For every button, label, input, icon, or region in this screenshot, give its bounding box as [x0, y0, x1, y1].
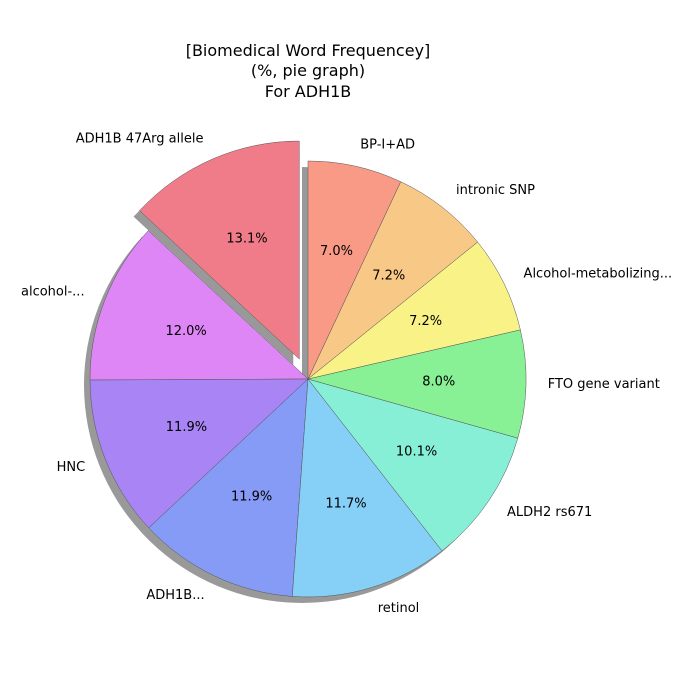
category-label-adh1b-47arg-allele: ADH1B 47Arg allele — [76, 132, 204, 147]
pct-label-intronic-snp: 7.2% — [372, 269, 405, 284]
pie-slice-adh1b-47arg-allele — [139, 140, 300, 360]
category-label-intronic-snp: intronic SNP — [456, 183, 535, 198]
pct-label-aldh2-rs671: 10.1% — [396, 444, 437, 459]
pie-slice-adh1b — [148, 378, 309, 597]
category-label-alcohol-metabolizing: Alcohol-metabolizing... — [524, 266, 673, 281]
pct-label-adh1b-47arg-allele: 13.1% — [226, 232, 267, 247]
category-label-hnc: HNC — [57, 460, 86, 475]
category-label-alcohol: alcohol-... — [21, 284, 85, 299]
chart-title: [Biomedical Word Frequencey] — [186, 41, 431, 60]
category-label-adh1b: ADH1B... — [146, 588, 204, 603]
category-label-fto-gene-variant: FTO gene variant — [548, 377, 660, 392]
pie-slice-bp-i-ad — [307, 160, 402, 380]
pct-label-hnc: 11.9% — [166, 420, 207, 435]
pie-slice-retinol — [292, 378, 443, 598]
pie-label-layer: 13.1% ADH1B 47Arg allele 12.0% alcohol-... 1… — [21, 132, 672, 616]
category-label-retinol: retinol — [378, 601, 420, 616]
pct-label-alcohol: 12.0% — [165, 324, 206, 339]
pct-label-fto-gene-variant: 8.0% — [422, 375, 455, 390]
pct-label-alcohol-metabolizing: 7.2% — [409, 314, 442, 329]
pie-slice-alcohol — [89, 230, 309, 381]
chart-subtitle-2: For ADH1B — [265, 82, 352, 101]
pie-slice-intronic-snp — [307, 181, 478, 380]
pie-slice-aldh2-rs671 — [307, 378, 519, 552]
category-label-bp-i-ad: BP-I+AD — [360, 137, 415, 152]
pie-slice-hnc — [89, 378, 309, 529]
pie-slice-alcohol-metabolizing — [307, 241, 521, 380]
category-label-aldh2-rs671: ALDH2 rs671 — [507, 505, 592, 520]
pct-label-adh1b: 11.9% — [231, 490, 272, 505]
pct-label-bp-i-ad: 7.0% — [320, 244, 353, 259]
pie-slice-layer — [89, 140, 527, 598]
chart-subtitle: (%, pie graph) — [251, 61, 365, 80]
pie-slice-fto-gene-variant — [307, 329, 527, 439]
pct-label-retinol: 11.7% — [325, 497, 366, 512]
